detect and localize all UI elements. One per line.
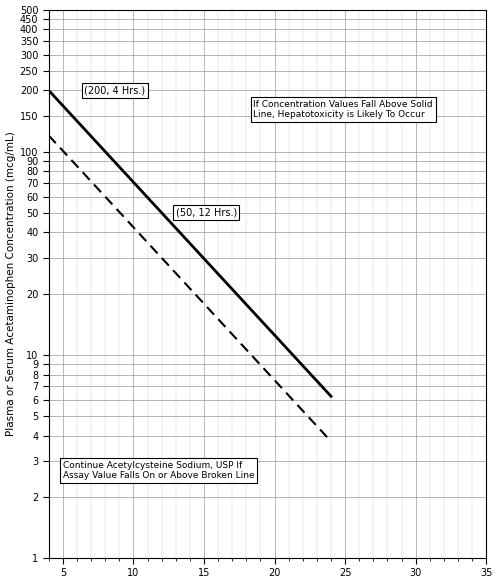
Text: (200, 4 Hrs.): (200, 4 Hrs.) xyxy=(84,85,145,95)
Y-axis label: Plasma or Serum Acetaminophen Concentration (mcg/mL): Plasma or Serum Acetaminophen Concentrat… xyxy=(5,131,15,436)
Text: If Concentration Values Fall Above Solid
Line, Hepatotoxicity is Likely To Occur: If Concentration Values Fall Above Solid… xyxy=(253,100,433,119)
Text: Continue Acetylcysteine Sodium, USP If
Assay Value Falls On or Above Broken Line: Continue Acetylcysteine Sodium, USP If A… xyxy=(63,461,254,481)
Text: (50, 12 Hrs.): (50, 12 Hrs.) xyxy=(176,208,237,218)
